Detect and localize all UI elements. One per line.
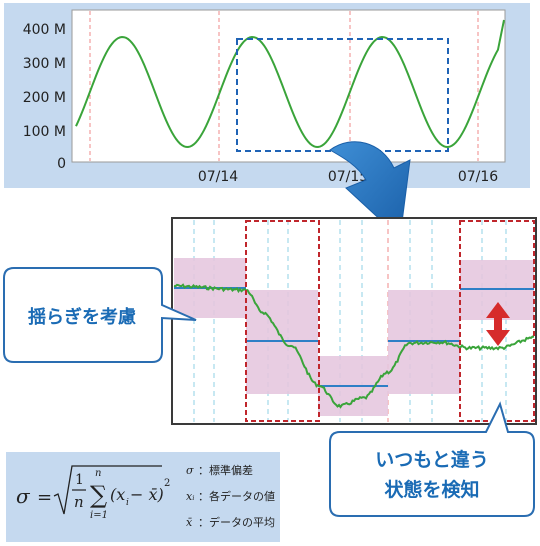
deviation-arrow: [486, 302, 510, 346]
formula-equals: =: [37, 487, 52, 508]
formula-sub-i: i: [126, 498, 129, 508]
legend-text: ：標準偏差: [198, 463, 253, 477]
x-tick-label: 07/14: [198, 169, 238, 185]
legend-text: ：データの平均: [198, 515, 275, 529]
mean-lines: [174, 287, 534, 387]
sum-symbol: ∑: [90, 481, 107, 509]
sum-bottom: i=1: [90, 510, 108, 521]
callout-left-bubble: [3, 267, 197, 363]
y-tick-label: 100 M: [23, 124, 66, 140]
formula-n: n: [74, 493, 84, 511]
callout-right-line2: 状態を検知: [384, 478, 479, 501]
legend-sym: x̄: [186, 516, 193, 529]
top-day-separators: [89, 11, 479, 161]
formula-minus: − x̄): [130, 485, 164, 504]
formula-one: 1: [75, 472, 84, 488]
top-y-axis: 400 M 300 M 200 M 100 M 0: [23, 22, 66, 172]
formula-legend: σ ：標準偏差 xᵢ ：各データの値 x̄ ：データの平均: [186, 463, 275, 529]
highlight-frame-anomaly: [459, 220, 535, 422]
formula-panel: [6, 452, 280, 542]
y-tick-label: 0: [57, 156, 66, 172]
formula-square: 2: [164, 478, 170, 489]
legend-text: ：各データの値: [198, 489, 275, 503]
callout-left-text: 揺らぎを考慮: [28, 306, 136, 328]
top-x-axis: 07/14 07/15 07/16: [198, 169, 498, 185]
selection-box: [236, 38, 449, 152]
top-series-line: [75, 19, 505, 149]
callout-right-line1: いつもと違う: [375, 448, 489, 471]
highlight-frame-normal: [245, 220, 320, 422]
sum-top: n: [95, 468, 101, 479]
legend-sym: xᵢ: [186, 490, 194, 503]
legend-sym: σ: [186, 464, 194, 477]
y-tick-label: 200 M: [23, 90, 66, 106]
zoom-arrow: [329, 141, 411, 240]
formula-body: (x: [110, 485, 125, 504]
top-chart-plot: [71, 9, 506, 163]
sqrt-sign: [53, 465, 162, 515]
formula: σ = 1 n n ∑ i=1 (x i − x̄) 2: [16, 465, 170, 521]
callout-right-bubble: [329, 401, 535, 517]
x-tick-label: 07/15: [328, 169, 368, 185]
detail-series-line: [173, 283, 535, 409]
formula-sigma: σ: [16, 484, 31, 508]
y-tick-label: 300 M: [23, 56, 66, 72]
x-tick-label: 07/16: [458, 169, 498, 185]
y-tick-label: 400 M: [23, 22, 66, 38]
